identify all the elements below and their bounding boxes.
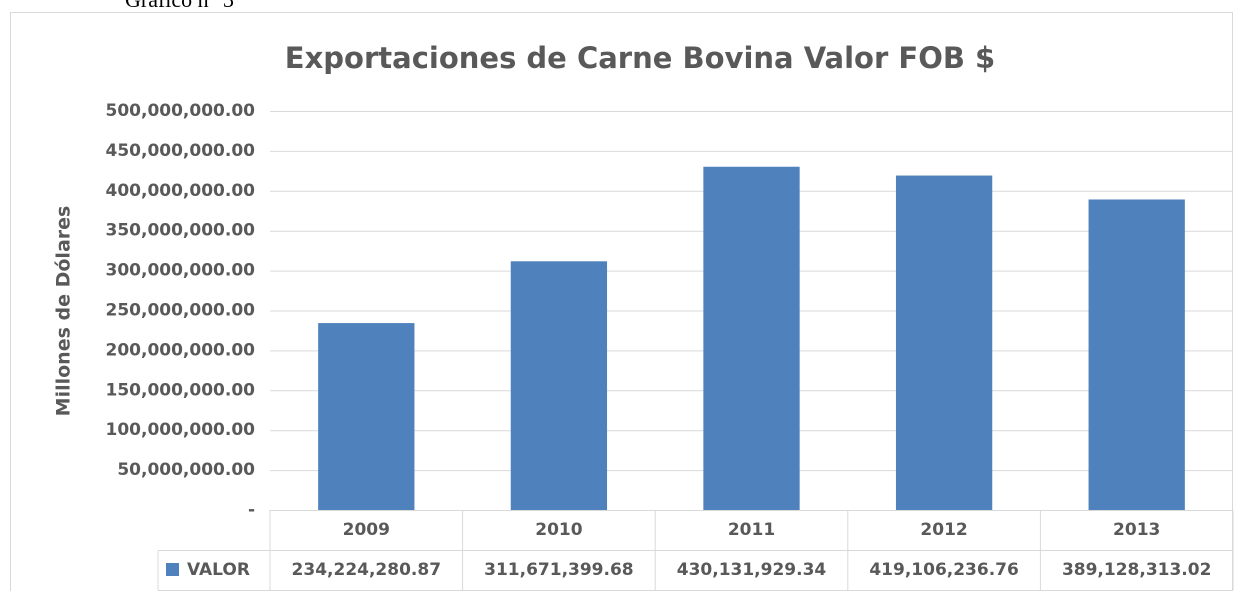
bar (895, 175, 993, 510)
value-label: 430,131,929.34 (677, 560, 827, 580)
x-tick-label: 2011 (728, 520, 775, 540)
caption: Gráfico n° 3 (125, 0, 234, 12)
y-tick-label: 150,000,000.00 (106, 380, 256, 400)
y-tick-label: 100,000,000.00 (106, 420, 256, 440)
y-tick-label: 400,000,000.00 (106, 181, 256, 201)
y-axis-label: Millones de Dólares (53, 206, 75, 417)
y-tick-label: 250,000,000.00 (106, 301, 256, 321)
y-tick-label: 500,000,000.00 (106, 101, 256, 121)
x-tick-label: 2010 (535, 520, 582, 540)
y-tick-label: 200,000,000.00 (106, 340, 256, 360)
y-tick-label: - (248, 500, 255, 520)
y-tick-label: 450,000,000.00 (106, 141, 256, 161)
bar (703, 166, 800, 511)
bar (510, 261, 608, 510)
value-label: 389,128,313.02 (1062, 560, 1212, 580)
y-tick-label: 50,000,000.00 (117, 460, 255, 480)
legend-swatch (166, 563, 179, 576)
x-tick-label: 2013 (1113, 520, 1160, 540)
value-label: 419,106,236.76 (869, 560, 1019, 580)
bar (318, 323, 415, 510)
value-label: 311,671,399.68 (484, 560, 634, 580)
chart-title: Exportaciones de Carne Bovina Valor FOB … (285, 41, 995, 75)
y-tick-label: 350,000,000.00 (106, 221, 256, 241)
legend-label: VALOR (187, 560, 250, 580)
x-tick-label: 2012 (920, 520, 967, 540)
value-label: 234,224,280.87 (292, 560, 442, 580)
y-tick-label: 300,000,000.00 (106, 261, 256, 281)
x-tick-label: 2009 (343, 520, 390, 540)
bar (1088, 199, 1185, 511)
chart-border (10, 12, 1233, 595)
